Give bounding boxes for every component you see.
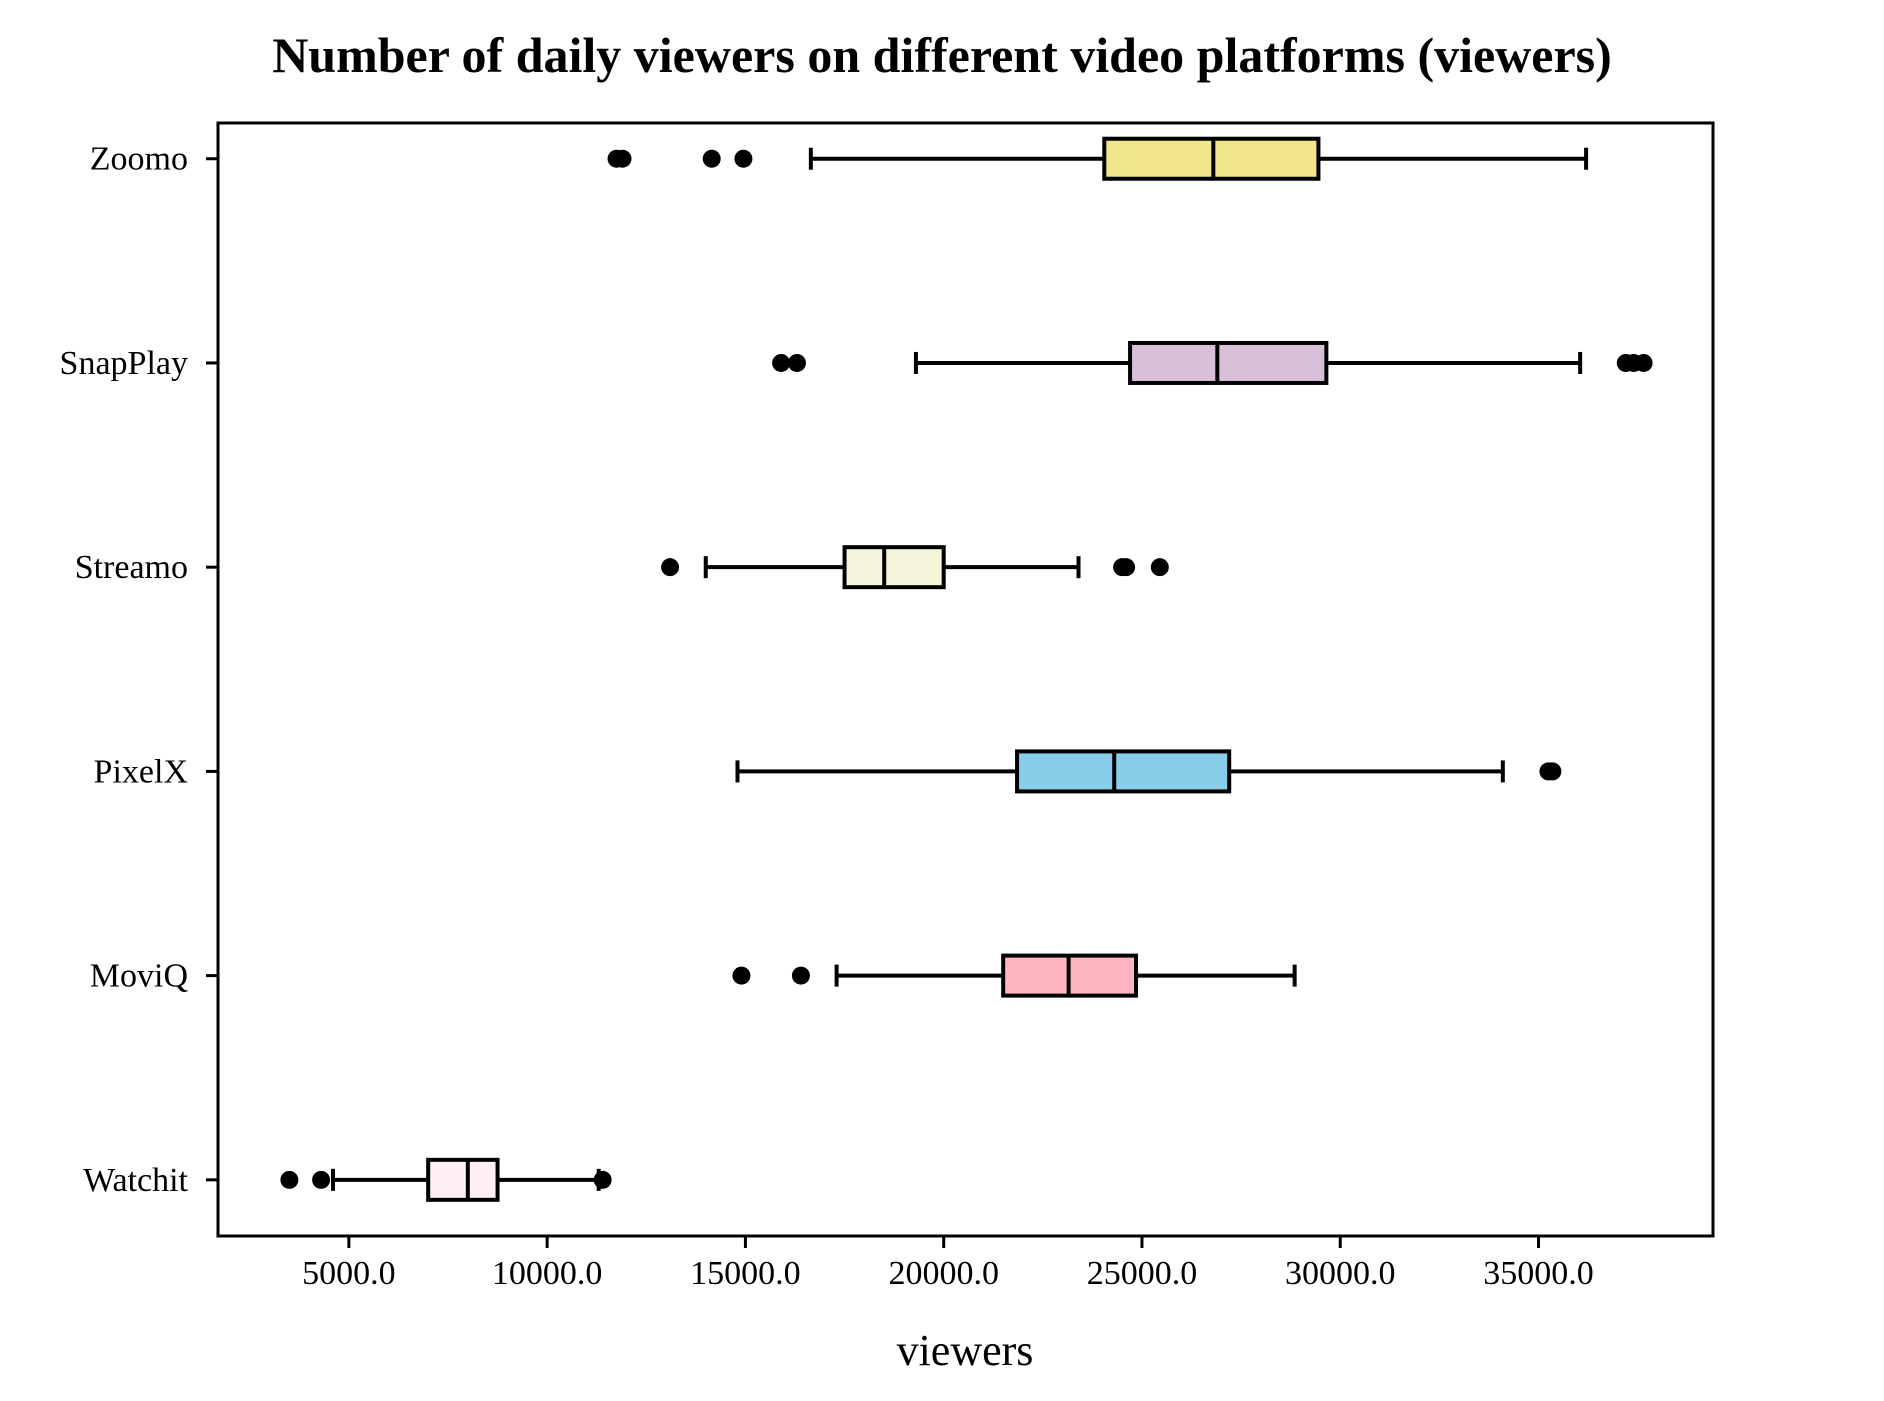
y-tick-label: Zoomo — [90, 141, 188, 178]
outlier-point — [280, 1170, 299, 1189]
box-moviq — [732, 953, 1297, 998]
x-tick-label: 20000.0 — [888, 1255, 999, 1292]
y-tick-label: Watchit — [83, 1162, 188, 1199]
box-snapplay — [772, 340, 1653, 385]
box-pixelx — [735, 749, 1562, 794]
outlier-point — [1634, 353, 1653, 372]
box-zoomo — [607, 136, 1589, 181]
iqr-box — [426, 1157, 500, 1202]
y-tick-label: PixelX — [94, 753, 188, 790]
outlier-point — [312, 1170, 331, 1189]
y-axis: Watchit MoviQ PixelX Streamo SnapPlay Zoomo — [60, 141, 218, 1199]
outlier-point — [661, 558, 680, 577]
x-tick-label: 15000.0 — [690, 1255, 801, 1292]
y-tick-label: Streamo — [75, 549, 188, 586]
plot-frame — [216, 121, 1715, 1238]
chart-title: Number of daily viewers on different vid… — [272, 27, 1612, 83]
y-tick-label: MoviQ — [90, 958, 188, 995]
x-tick-label: 5000.0 — [302, 1255, 396, 1292]
outlier-point — [1117, 558, 1136, 577]
iqr-box — [1128, 340, 1329, 385]
outlier-point — [791, 966, 810, 985]
outlier-point — [613, 149, 632, 168]
box-watchit — [280, 1157, 612, 1202]
x-axis: 5000.0 10000.0 15000.0 20000.0 25000.0 30000.… — [302, 1236, 1594, 1292]
iqr-box — [1015, 749, 1232, 794]
outlier-point — [1150, 558, 1169, 577]
outlier-point — [702, 149, 721, 168]
outlier-point — [1543, 762, 1562, 781]
outlier-point — [732, 966, 751, 985]
x-tick-label: 10000.0 — [492, 1255, 603, 1292]
outlier-point — [772, 353, 791, 372]
plot-area — [280, 136, 1653, 1202]
outlier-point — [734, 149, 753, 168]
x-tick-label: 35000.0 — [1483, 1255, 1594, 1292]
outlier-point — [787, 353, 806, 372]
outlier-point — [593, 1170, 612, 1189]
x-tick-label: 25000.0 — [1087, 1255, 1198, 1292]
y-tick-label: SnapPlay — [60, 345, 188, 382]
x-tick-label: 30000.0 — [1285, 1255, 1396, 1292]
box-streamo — [661, 545, 1169, 590]
iqr-box — [842, 545, 946, 590]
x-axis-label: viewers — [897, 1326, 1034, 1375]
